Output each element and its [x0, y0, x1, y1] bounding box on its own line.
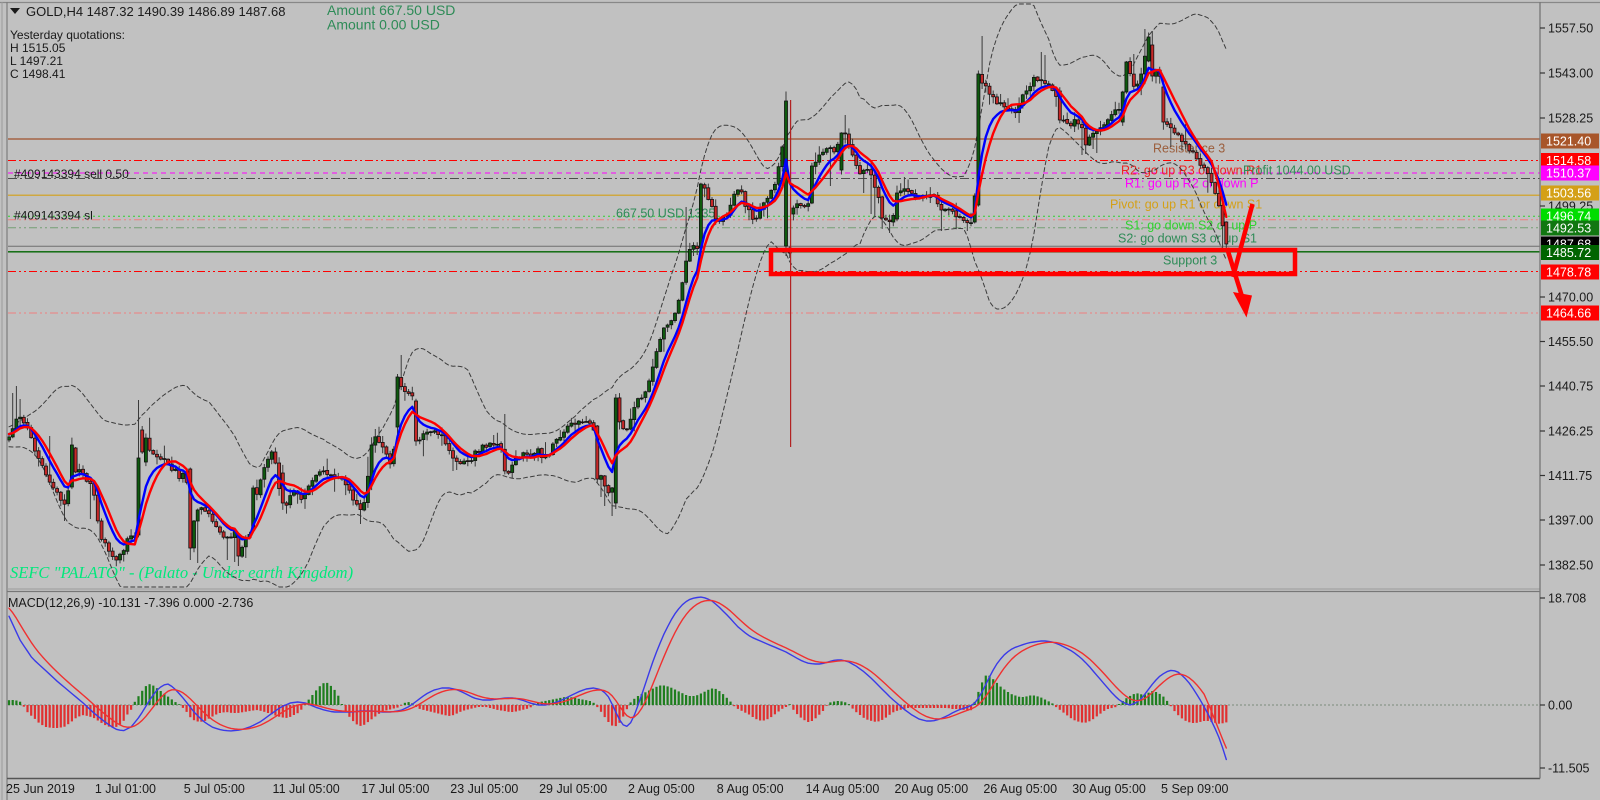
svg-text:#409143394 sl: #409143394 sl: [14, 209, 93, 223]
svg-text:1528.25: 1528.25: [1548, 112, 1593, 126]
svg-text:H 1515.05: H 1515.05: [10, 41, 66, 55]
svg-text:1521.40: 1521.40: [1546, 135, 1591, 149]
svg-text:30 Aug 05:00: 30 Aug 05:00: [1072, 782, 1146, 796]
svg-text:26 Aug 05:00: 26 Aug 05:00: [983, 782, 1057, 796]
svg-text:C 1498.41: C 1498.41: [10, 67, 66, 81]
svg-text:Amount 667.50 USD: Amount 667.50 USD: [327, 2, 455, 18]
svg-text:Support 3: Support 3: [1163, 254, 1217, 268]
svg-text:1 Jul 01:00: 1 Jul 01:00: [95, 782, 156, 796]
svg-text:1464.66: 1464.66: [1546, 307, 1591, 321]
svg-text:1455.50: 1455.50: [1548, 335, 1593, 349]
svg-text:8 Aug 05:00: 8 Aug 05:00: [717, 782, 784, 796]
svg-text:14 Aug 05:00: 14 Aug 05:00: [806, 782, 880, 796]
svg-text:1514.58: 1514.58: [1546, 154, 1591, 168]
svg-text:Profit 1044.00 USD: Profit 1044.00 USD: [1243, 164, 1351, 178]
svg-text:L 1497.21: L 1497.21: [10, 54, 63, 68]
svg-text:5 Sep 09:00: 5 Sep 09:00: [1161, 782, 1228, 796]
svg-text:R2: go up R3 or down R1: R2: go up R3 or down R1: [1121, 164, 1262, 178]
svg-text:1496.74: 1496.74: [1546, 210, 1591, 224]
svg-text:0.00: 0.00: [1548, 699, 1572, 713]
svg-text:1411.75: 1411.75: [1548, 469, 1592, 483]
svg-text:20 Aug 05:00: 20 Aug 05:00: [895, 782, 969, 796]
svg-text:667.50 USD 1335: 667.50 USD 1335: [616, 207, 715, 221]
svg-text:1510.37: 1510.37: [1546, 167, 1591, 181]
svg-text:Pivot: go up R1 or down S1: Pivot: go up R1 or down S1: [1110, 198, 1262, 212]
svg-text:1478.78: 1478.78: [1546, 266, 1591, 280]
svg-text:25 Jun 2019: 25 Jun 2019: [6, 782, 75, 796]
svg-text:2 Aug 05:00: 2 Aug 05:00: [628, 782, 695, 796]
svg-text:11 Jul 05:00: 11 Jul 05:00: [273, 782, 340, 796]
svg-text:1485.72: 1485.72: [1546, 246, 1591, 260]
svg-text:1382.50: 1382.50: [1548, 559, 1593, 573]
svg-text:1440.75: 1440.75: [1548, 380, 1593, 394]
svg-text:18.708: 18.708: [1548, 592, 1586, 606]
svg-text:MACD(12,26,9) -10.131 -7.396 0: MACD(12,26,9) -10.131 -7.396 0.000 -2.73…: [8, 596, 253, 610]
svg-text:1470.00: 1470.00: [1548, 291, 1593, 305]
svg-text:1397.00: 1397.00: [1548, 514, 1593, 528]
svg-text:S1: go down S2 or up P: S1: go down S2 or up P: [1125, 219, 1257, 233]
svg-text:1557.50: 1557.50: [1548, 22, 1593, 36]
svg-text:5 Jul 05:00: 5 Jul 05:00: [184, 782, 245, 796]
svg-text:R1: go up R2 or down P: R1: go up R2 or down P: [1125, 177, 1258, 191]
svg-text:29 Jul 05:00: 29 Jul 05:00: [539, 782, 607, 796]
svg-text:GOLD,H4 1487.32 1490.39 1486.: GOLD,H4 1487.32 1490.39 1486.89 1487.68: [26, 4, 286, 19]
svg-text:1503.56: 1503.56: [1546, 187, 1591, 201]
svg-text:1543.00: 1543.00: [1548, 67, 1593, 81]
svg-text:Amount 0.00 USD: Amount 0.00 USD: [327, 17, 440, 33]
svg-text:-11.505: -11.505: [1548, 762, 1590, 776]
svg-text:17 Jul 05:00: 17 Jul 05:00: [361, 782, 429, 796]
svg-text:23 Jul 05:00: 23 Jul 05:00: [450, 782, 518, 796]
svg-text:1426.25: 1426.25: [1548, 425, 1593, 439]
svg-text:SEFC "PALATO" - (Palato - Unde: SEFC "PALATO" - (Palato - Under earth Ki…: [10, 563, 353, 582]
svg-text:S2: go down S3 or up S1: S2: go down S3 or up S1: [1118, 232, 1257, 246]
svg-text:Yesterday quotations:: Yesterday quotations:: [10, 28, 125, 42]
svg-text:1492.53: 1492.53: [1546, 222, 1591, 236]
svg-text:#409143394 sell 0.50: #409143394 sell 0.50: [14, 167, 129, 181]
